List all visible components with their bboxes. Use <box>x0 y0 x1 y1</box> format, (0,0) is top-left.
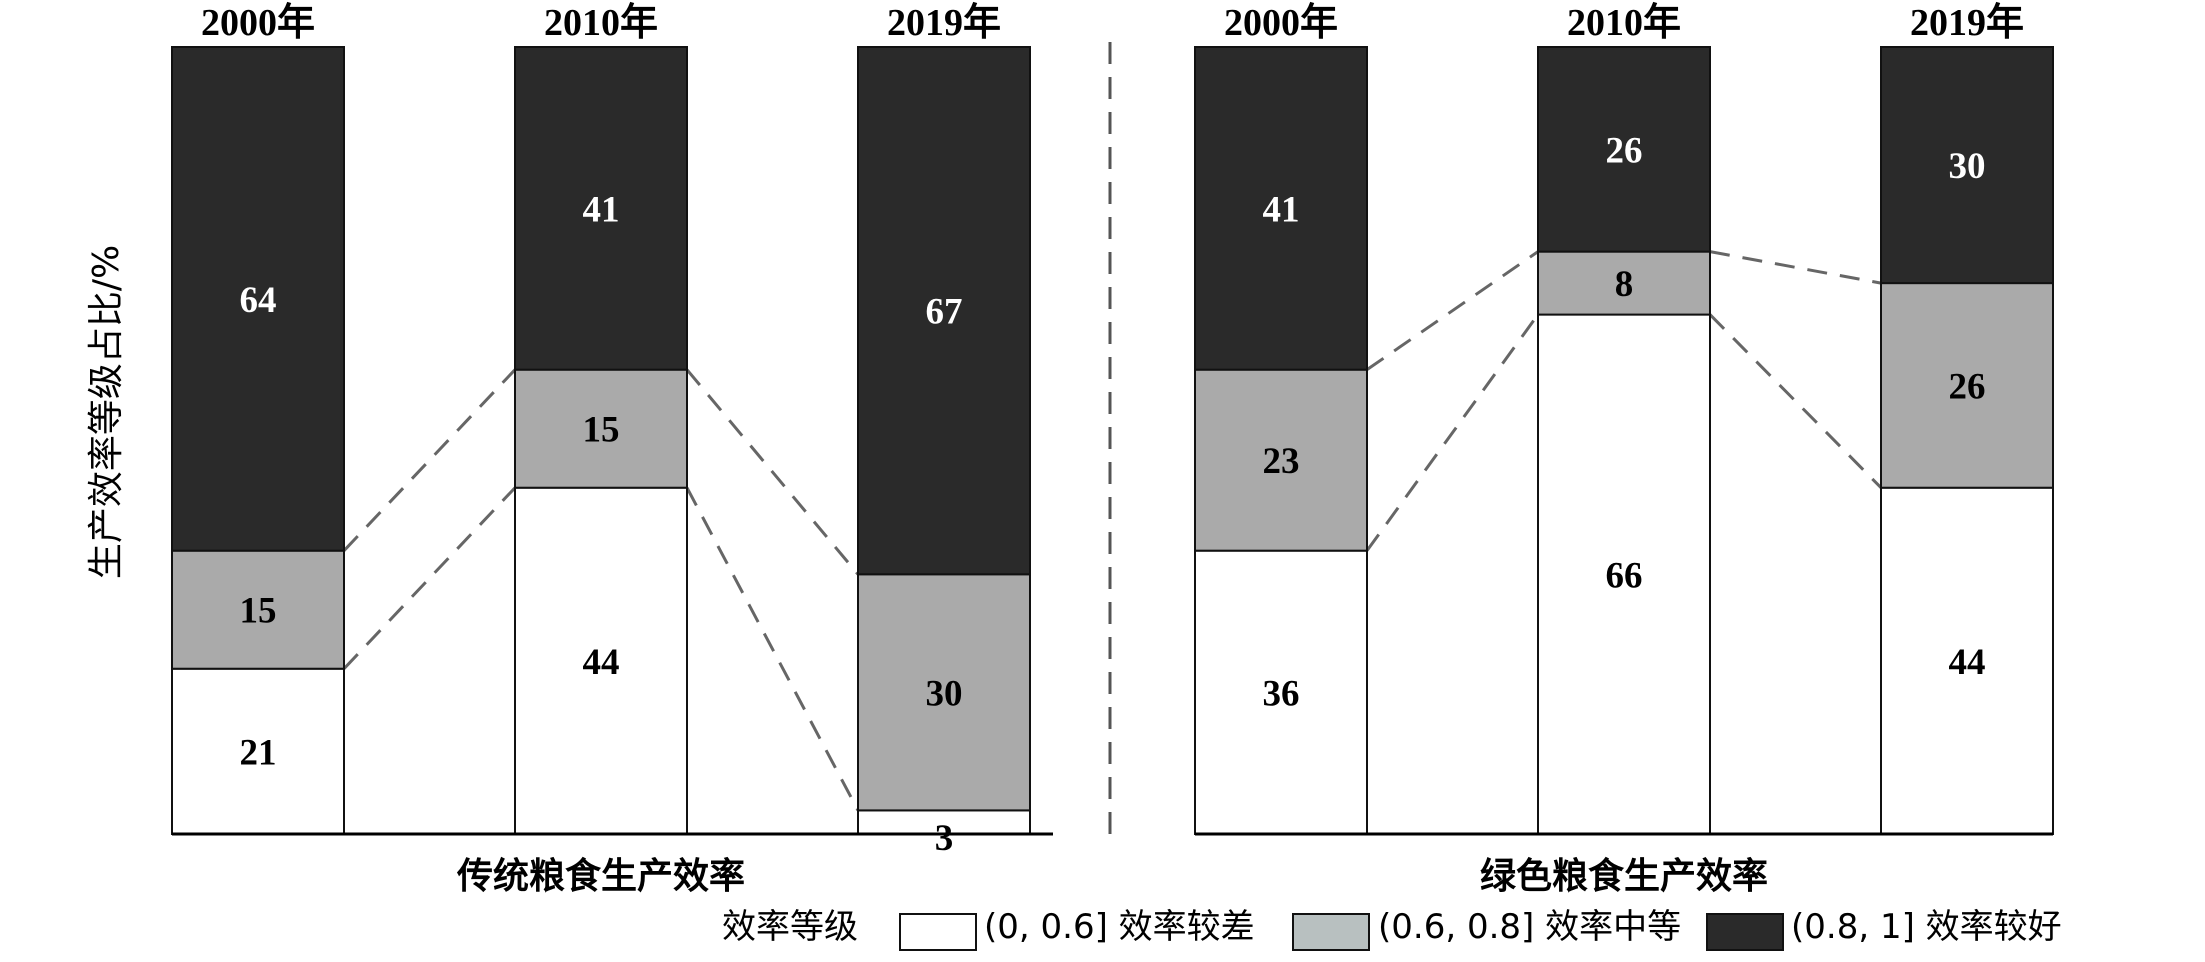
bar-segment <box>1880 282 2054 489</box>
y-axis-title: 生产效率等级占比/% <box>86 245 127 579</box>
data-label: 66 <box>1606 555 1643 596</box>
group-label-green: 绿色粮食生产效率 <box>1480 856 1768 897</box>
bar-segment <box>857 46 1031 576</box>
connector-lines <box>342 250 1883 812</box>
bars <box>171 46 2054 836</box>
connector-line <box>1366 250 1539 371</box>
category-label: 2000年 <box>201 2 315 44</box>
data-label: 15 <box>240 591 277 632</box>
data-label: 30 <box>1949 146 1986 187</box>
data-label: 44 <box>1949 642 1986 683</box>
bar-segment <box>171 46 345 552</box>
connector-line <box>685 487 860 812</box>
connector-line <box>1365 313 1540 552</box>
legend-title: 效率等级 <box>722 907 858 947</box>
bar-segment <box>1537 250 1711 316</box>
connector-line <box>1709 250 1882 285</box>
bar-segment <box>857 573 1031 812</box>
bar-segment <box>1880 486 2054 835</box>
connector-line <box>342 368 517 552</box>
category-label: 2019年 <box>887 2 1001 44</box>
data-label: 23 <box>1263 441 1300 482</box>
data-label: 21 <box>240 732 277 773</box>
data-label: 30 <box>926 673 963 714</box>
connector-line <box>342 486 517 670</box>
connector-line <box>1708 313 1883 489</box>
data-label: 41 <box>1263 189 1300 230</box>
category-label: 2000年 <box>1224 2 1338 44</box>
category-label: 2019年 <box>1910 2 2024 44</box>
bar-segment <box>171 667 345 835</box>
data-label: 64 <box>240 280 277 321</box>
legend-swatch <box>1292 913 1370 951</box>
connector-line <box>685 368 860 576</box>
bar-segment <box>514 46 688 371</box>
bar-segment <box>1880 46 2054 285</box>
category-label: 2010年 <box>1567 2 1681 44</box>
data-label: 41 <box>583 189 620 230</box>
group-label-traditional: 传统粮食生产效率 <box>456 856 745 897</box>
category-label: 2010年 <box>544 2 658 44</box>
data-label: 26 <box>1949 366 1986 407</box>
data-label: 36 <box>1263 673 1300 714</box>
bar-segment <box>1194 46 1368 371</box>
legend-label: (0, 0.6] 效率较差 <box>984 907 1255 947</box>
data-label: 67 <box>926 292 963 333</box>
bar-segment <box>1194 368 1368 552</box>
data-label: 26 <box>1606 130 1643 171</box>
labels: 21 15 64 2000年 44 15 41 2010年 3 30 67 2019年 36 23 41 20… <box>201 2 2024 859</box>
data-label: 44 <box>583 642 620 683</box>
bar-segment <box>1537 46 1711 253</box>
legend-label: (0.8, 1] 效率较好 <box>1791 907 2062 947</box>
bar-segment <box>514 368 688 489</box>
legend-swatch <box>899 913 977 951</box>
bar-segment <box>1194 549 1368 835</box>
legend-swatch <box>1706 913 1784 951</box>
data-label: 8 <box>1615 264 1634 305</box>
data-label: 3 <box>935 818 954 859</box>
data-label: 15 <box>583 410 620 451</box>
legend: 效率等级 (0, 0.6] 效率较差 (0.6, 0.8] 效率中等 (0.8, 1]… <box>722 907 2062 951</box>
legend-label: (0.6, 0.8] 效率中等 <box>1378 907 1681 947</box>
